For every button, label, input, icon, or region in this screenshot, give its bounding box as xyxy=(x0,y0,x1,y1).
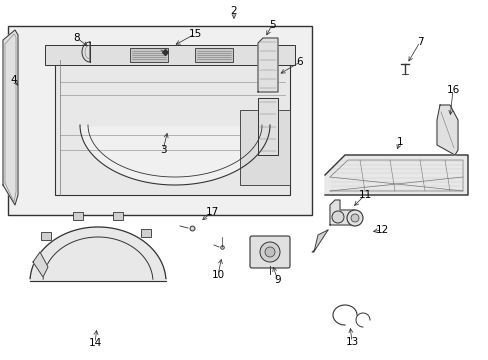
Circle shape xyxy=(331,211,343,223)
Text: 5: 5 xyxy=(268,20,275,30)
Polygon shape xyxy=(325,155,467,195)
Bar xyxy=(55,60,289,195)
Polygon shape xyxy=(311,230,327,252)
Polygon shape xyxy=(80,125,269,185)
Polygon shape xyxy=(258,98,278,155)
Circle shape xyxy=(350,214,358,222)
Text: 8: 8 xyxy=(74,33,80,43)
Text: 2: 2 xyxy=(230,6,237,16)
Text: 14: 14 xyxy=(88,338,102,348)
Polygon shape xyxy=(33,252,48,277)
Bar xyxy=(195,48,232,62)
Bar xyxy=(45,45,294,65)
Polygon shape xyxy=(258,38,278,92)
Text: 15: 15 xyxy=(188,29,201,39)
Polygon shape xyxy=(329,200,354,225)
Text: 3: 3 xyxy=(160,145,166,155)
Text: 10: 10 xyxy=(211,270,224,280)
Circle shape xyxy=(346,210,362,226)
Text: 16: 16 xyxy=(446,85,459,95)
Text: 11: 11 xyxy=(358,190,371,200)
Polygon shape xyxy=(3,30,18,205)
Text: 1: 1 xyxy=(396,137,403,147)
Bar xyxy=(113,212,123,220)
FancyBboxPatch shape xyxy=(249,236,289,268)
Text: 12: 12 xyxy=(375,225,388,235)
Bar xyxy=(73,212,83,220)
Text: 17: 17 xyxy=(205,207,218,217)
Bar xyxy=(41,232,51,240)
Bar xyxy=(130,48,168,62)
Text: 6: 6 xyxy=(296,57,303,67)
Text: 7: 7 xyxy=(416,37,423,47)
Bar xyxy=(141,229,151,237)
Bar xyxy=(8,26,311,215)
Polygon shape xyxy=(30,227,165,282)
Text: 13: 13 xyxy=(345,337,358,347)
Circle shape xyxy=(260,242,280,262)
Bar xyxy=(240,110,289,185)
Text: 9: 9 xyxy=(274,275,281,285)
Text: 4: 4 xyxy=(11,75,17,85)
Polygon shape xyxy=(436,105,457,155)
Circle shape xyxy=(264,247,274,257)
